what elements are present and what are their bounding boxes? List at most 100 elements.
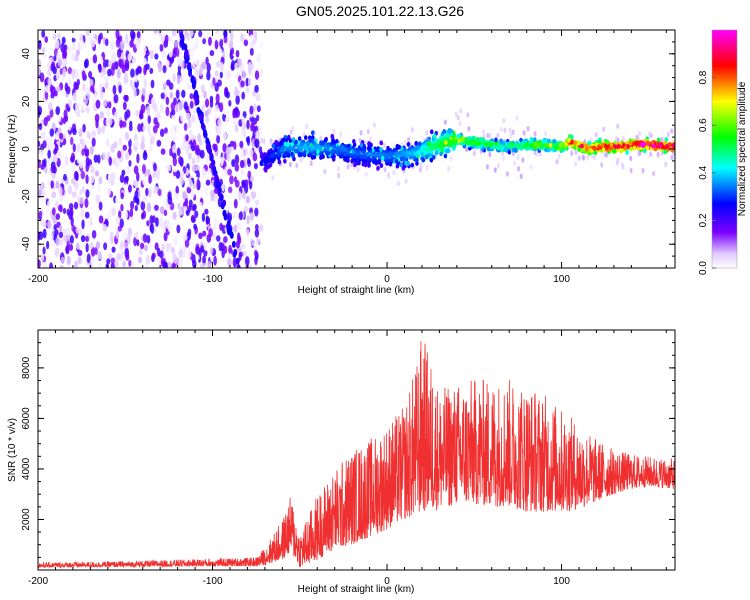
heatmap-cell	[175, 89, 180, 100]
heatmap-cell	[38, 197, 43, 205]
heatmap-cell	[128, 159, 132, 167]
heatmap-cell	[65, 244, 70, 255]
heatmap-cell	[496, 132, 500, 139]
heatmap-cell	[59, 193, 63, 203]
heatmap-cell	[142, 195, 147, 203]
heatmap-cell	[91, 30, 95, 37]
heatmap-cell	[516, 154, 520, 161]
heatmap-cell	[85, 174, 89, 185]
heatmap-cell	[459, 107, 463, 114]
heatmap-cell	[373, 158, 378, 163]
heatmap-cell	[339, 131, 343, 137]
heatmap-cell	[81, 186, 86, 193]
heatmap-cell	[319, 150, 323, 156]
heatmap-cell	[604, 145, 609, 150]
heatmap-cell	[269, 148, 273, 153]
heatmap-cell	[191, 80, 196, 88]
heatmap-cell	[362, 148, 367, 153]
heatmap-cell	[153, 185, 159, 193]
heatmap-cell	[209, 95, 214, 103]
heatmap-cell	[191, 157, 196, 166]
heatmap-cell	[232, 211, 237, 220]
heatmap-cell	[213, 143, 218, 153]
heatmap-cell	[573, 140, 578, 146]
heatmap-cell	[195, 164, 200, 172]
heatmap-cell	[187, 152, 192, 160]
heatmap-cell	[456, 114, 460, 121]
heatmap-cell	[223, 236, 228, 243]
heatmap-cell	[612, 149, 616, 154]
heatmap-cell	[367, 156, 371, 162]
heatmap-cell	[237, 58, 242, 67]
heatmap-cell	[249, 40, 254, 49]
heatmap-cell	[238, 191, 242, 202]
heatmap-cell	[344, 155, 348, 161]
heatmap-cell	[249, 47, 254, 56]
heatmap-cell	[140, 212, 145, 220]
heatmap-cell	[156, 257, 162, 265]
heatmap-cell	[120, 249, 124, 259]
heatmap-cell	[225, 222, 230, 230]
heatmap-cell	[594, 131, 598, 138]
heatmap-cell	[443, 153, 448, 159]
heatmap-cell	[41, 46, 46, 54]
heatmap-cell	[71, 70, 75, 80]
heatmap-cell	[343, 147, 348, 153]
heatmap-cell	[310, 155, 315, 160]
heatmap-cell	[202, 255, 206, 264]
heatmap-cell	[434, 150, 439, 156]
heatmap-cell	[164, 127, 168, 134]
heatmap-cell	[656, 137, 661, 143]
heatmap-cell	[140, 242, 145, 250]
heatmap-cell	[193, 223, 197, 230]
heatmap-cell	[134, 139, 140, 148]
heatmap-cell	[55, 237, 60, 246]
heatmap-cell	[122, 198, 128, 208]
heatmap-cell	[255, 130, 260, 138]
heatmap-cell	[139, 109, 143, 116]
heatmap-cell	[330, 148, 335, 154]
heatmap-cell	[198, 113, 203, 121]
heatmap-cell	[379, 147, 383, 153]
heatmap-cell	[124, 183, 128, 193]
heatmap-cell	[558, 142, 563, 148]
heatmap-cell	[60, 256, 65, 264]
heatmap-cell	[141, 93, 145, 103]
heatmap-cell	[132, 31, 136, 39]
heatmap-cell	[465, 146, 469, 153]
heatmap-cell	[173, 256, 178, 264]
heatmap-cell	[123, 94, 128, 102]
heatmap-cell	[91, 137, 96, 147]
heatmap-cell	[149, 157, 153, 164]
heatmap-cell	[399, 156, 404, 162]
heatmap-cell	[204, 110, 208, 117]
heatmap-cell	[95, 194, 101, 204]
heatmap-cell	[236, 222, 242, 231]
heatmap-cell	[77, 157, 81, 164]
heatmap-cell	[156, 139, 162, 147]
heatmap-cell	[621, 135, 625, 142]
heatmap-cell	[142, 151, 148, 161]
heatmap-cell	[422, 144, 427, 150]
heatmap-cell	[574, 149, 578, 156]
heatmap-cell	[243, 206, 249, 213]
heatmap-cell	[52, 207, 56, 216]
heatmap-cell	[73, 201, 79, 210]
heatmap-cell	[176, 224, 181, 234]
heatmap-cell	[475, 137, 480, 142]
heatmap-cell	[95, 241, 101, 249]
heatmap-cell	[240, 243, 245, 251]
heatmap-cell	[146, 202, 152, 213]
spectrogram-xlabel: Height of straight line (km)	[298, 285, 415, 296]
heatmap-cell	[410, 162, 415, 168]
heatmap-cell	[179, 175, 184, 186]
heatmap-cell	[223, 71, 228, 81]
heatmap-cell	[358, 137, 362, 144]
heatmap-cell	[57, 32, 62, 40]
heatmap-cell	[212, 232, 217, 241]
heatmap-cell	[141, 87, 146, 96]
heatmap-cell	[183, 234, 188, 241]
heatmap-cell	[656, 151, 660, 158]
